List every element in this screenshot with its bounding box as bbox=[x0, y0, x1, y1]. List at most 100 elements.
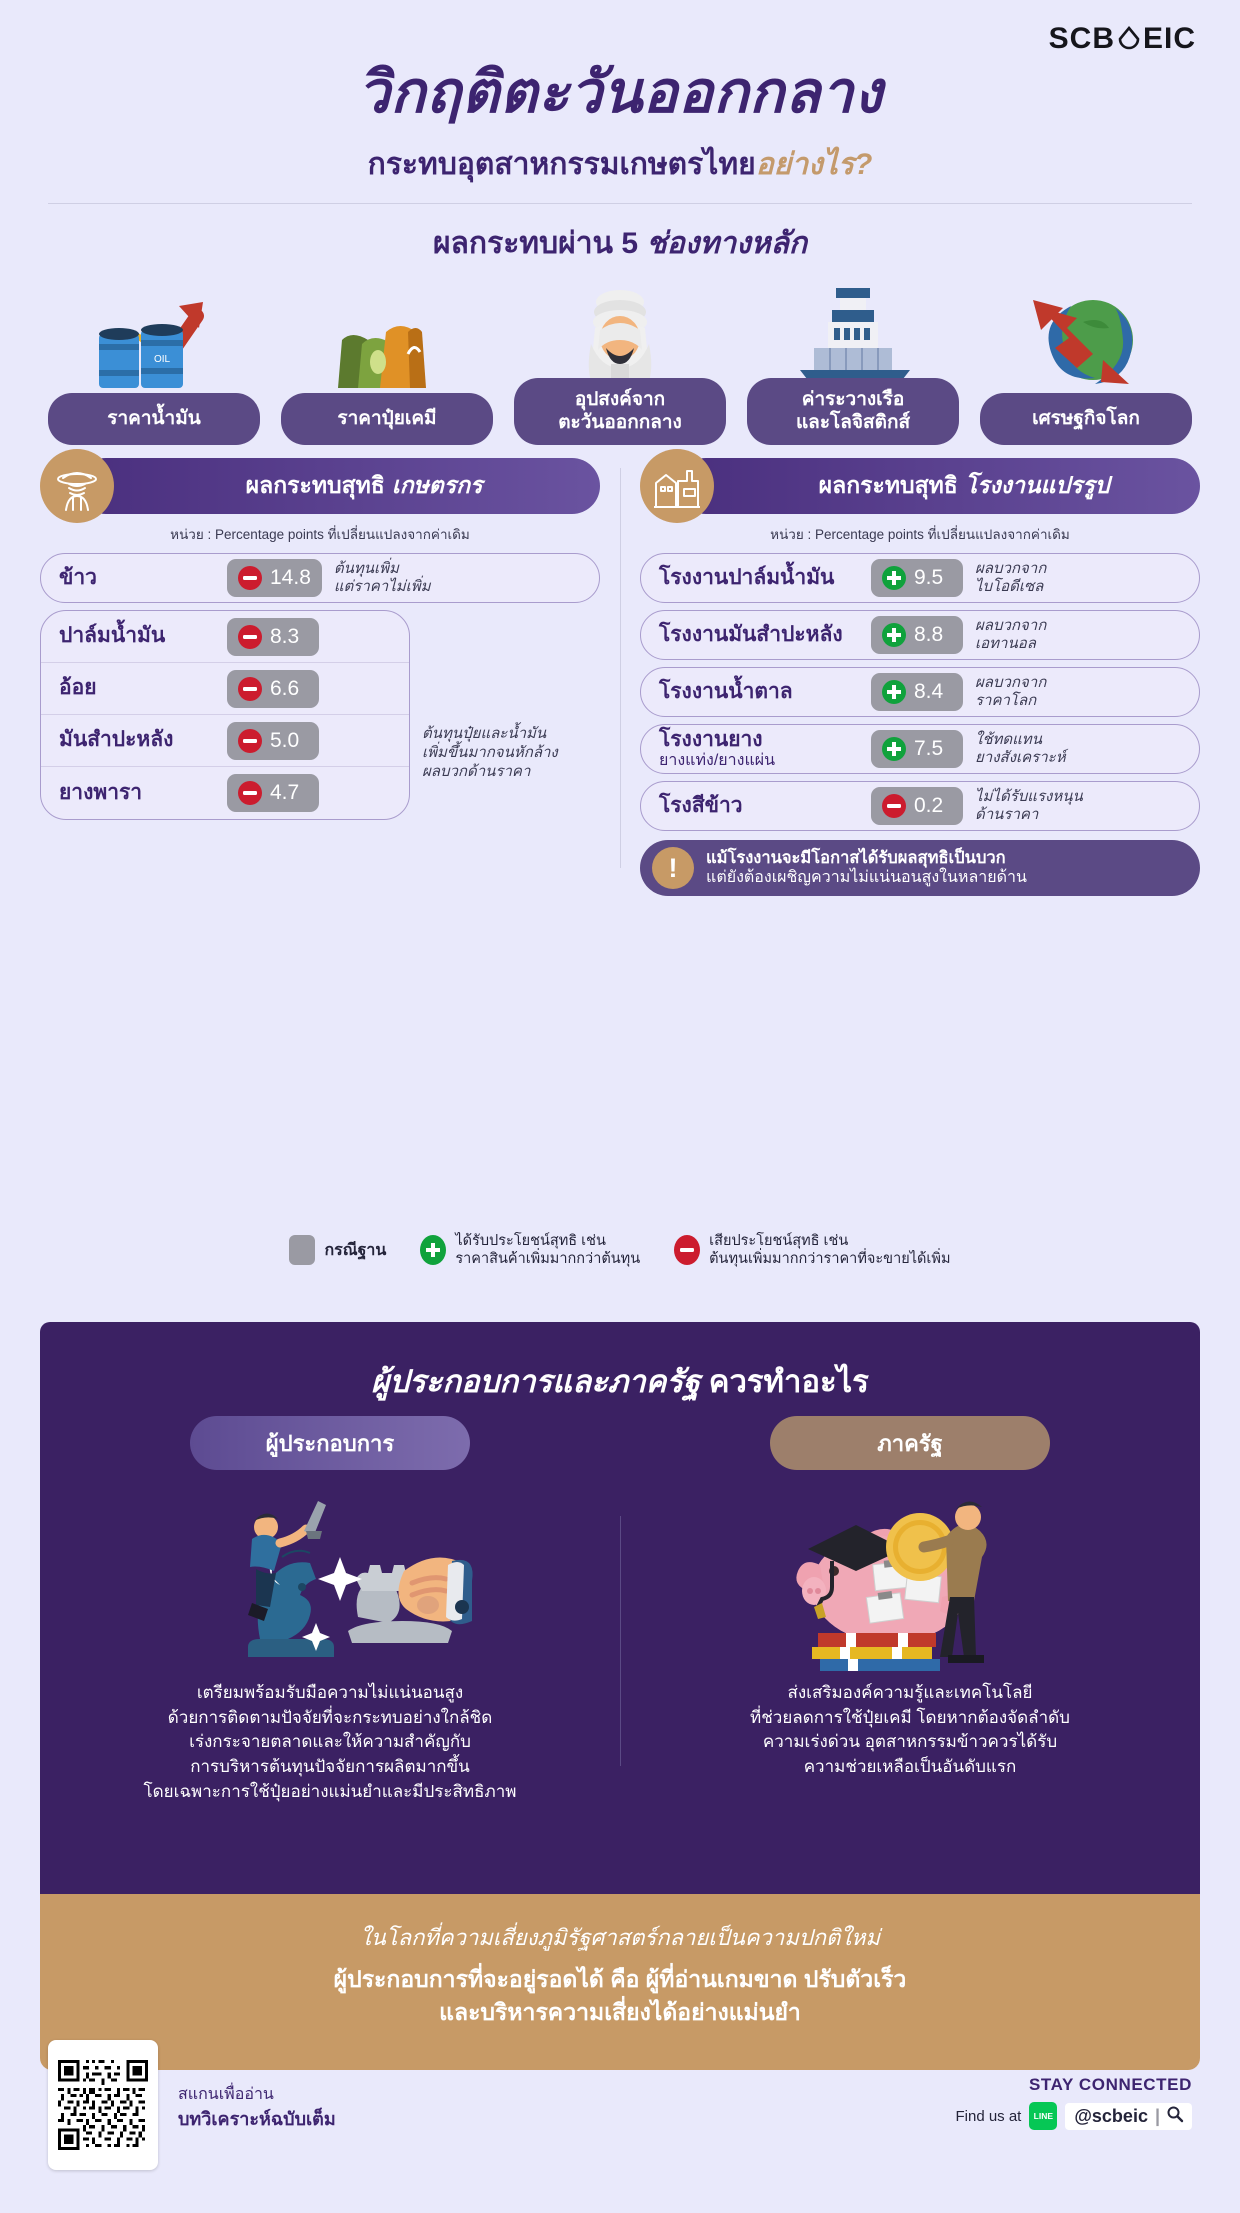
panel-farmer: ผลกระทบสุทธิ เกษตรกร bbox=[40, 449, 600, 827]
row-label: โรงสีข้าว bbox=[659, 793, 743, 817]
minus-circle-icon bbox=[238, 781, 262, 805]
row-note-line2: ไบโอดีเซล bbox=[975, 578, 1044, 595]
column-government-body: ส่งเสริมองค์ความรู้และเทคโนโลยี ที่ช่วยล… bbox=[750, 1681, 1070, 1780]
closing-line1: ในโลกที่ความเสี่ยงภูมิรัฐศาสตร์กลายเป็นค… bbox=[359, 1925, 881, 1950]
government-body-line4: ความช่วยเหลือเป็นอันดับแรก bbox=[803, 1756, 1017, 1776]
line-handle[interactable]: @scbeic | bbox=[1065, 2102, 1192, 2130]
business-body-line5: โดยเฉพาะการใช้ปุ๋ยอย่างแม่นยำและมีประสิท… bbox=[143, 1781, 517, 1801]
line-icon-label: LINE bbox=[1033, 2111, 1054, 2121]
plus-circle-icon bbox=[882, 566, 906, 590]
government-body-line3: ความเร่งด่วน อุตสาหกรรมข้าวควรได้รับ bbox=[762, 1732, 1058, 1752]
channel-label-line1: อุปสงค์จาก bbox=[574, 389, 666, 411]
svg-text:OIL: OIL bbox=[154, 354, 171, 365]
business-body-line1: เตรียมพร้อมรับมือความไม่แน่นอนสูง bbox=[196, 1683, 464, 1702]
value-text: 5.0 bbox=[270, 728, 300, 752]
row-note-line2: ยางสังเคราะห์ bbox=[975, 749, 1066, 766]
scan-line1: สแกนเพื่ออ่าน bbox=[178, 2086, 274, 2103]
group-note-line3: ผลบวกด้านราคา bbox=[422, 762, 531, 780]
scan-line2: บทวิเคราะห์ฉบับเต็ม bbox=[178, 2109, 336, 2130]
table-row[interactable]: ปาล์มน้ำมัน 8.3 bbox=[41, 611, 409, 663]
factory-warning-banner: ! แม้โรงงานจะมีโอกาสได้รับผลสุทธิเป็นบวก… bbox=[640, 840, 1200, 896]
panels-divider bbox=[620, 468, 621, 868]
table-row[interactable]: โรงงานมันสำปะหลัง 8.8 ผลบวกจาก เอทานอล bbox=[640, 610, 1200, 660]
row-note-line1: ต้นทุนเพิ่ม bbox=[333, 559, 399, 577]
warning-line1: แม้โรงงานจะมีโอกาสได้รับผลสุทธิเป็นบวก bbox=[706, 848, 1006, 867]
minus-circle-icon bbox=[238, 624, 262, 649]
row-note: ผลบวกจาก เอทานอล bbox=[975, 617, 1046, 654]
qr-code-icon[interactable] bbox=[48, 2040, 158, 2170]
panel-factory-title-b: โรงงานแปรรูป bbox=[964, 472, 1110, 498]
channel-label: ค่าระวางเรือ และโลจิสติกส์ bbox=[747, 378, 959, 445]
row-note: ใช้ทดแทน ยางสังเคราะห์ bbox=[975, 731, 1066, 768]
group-note: ต้นทุนปุ๋ยและน้ำมัน เพิ่มขึ้นมากจนหักล้า… bbox=[422, 725, 558, 781]
row-note-line2: แต่ราคาไม่เพิ่ม bbox=[333, 578, 431, 595]
minus-circle-icon bbox=[238, 676, 262, 701]
group-note-line2: เพิ่มขึ้นมากจนหักล้าง bbox=[422, 743, 558, 761]
business-body-line4: การบริหารต้นทุนปัจจัยการผลิตมากขึ้น bbox=[190, 1756, 470, 1776]
panel-factory-title-a: ผลกระทบสุทธิ bbox=[818, 472, 958, 498]
channel-oil-price[interactable]: OIL ราคาน้ำมัน bbox=[48, 280, 260, 445]
row-note-line2: ราคาโลก bbox=[975, 692, 1037, 709]
legend-item-positive: ได้รับประโยชน์สุทธิ เช่น ราคาสินค้าเพิ่ม… bbox=[420, 1232, 640, 1268]
panel-factory-title: ผลกระทบสุทธิ โรงงานแปรรูป bbox=[678, 458, 1200, 514]
table-row[interactable]: มันสำปะหลัง 5.0 bbox=[41, 715, 409, 767]
channel-label: ราคาปุ๋ยเคมี bbox=[281, 393, 493, 445]
impact-panels: ผลกระทบสุทธิ เกษตรกร bbox=[40, 449, 1200, 896]
globe-down-arrow-icon bbox=[980, 280, 1192, 390]
exclamation-icon: ! bbox=[652, 847, 694, 889]
find-us-row: Find us at LINE @scbeic | bbox=[955, 2102, 1192, 2130]
chess-knight-hand-icon bbox=[190, 1484, 473, 1669]
subtitle-accent: อย่างไร? bbox=[755, 147, 873, 181]
table-row[interactable]: ข้าว 14.8 ต้นทุนเพิ่ม แต่ราคาไม่เพิ่ม bbox=[40, 553, 600, 603]
value-text: 0.2 bbox=[914, 794, 944, 817]
recommendations-title: ผู้ประกอบการและภาครัฐ ควรทำอะไร bbox=[40, 1322, 1200, 1406]
stay-connected-block: STAY CONNECTED Find us at LINE @scbeic | bbox=[955, 2075, 1192, 2130]
brand-text-eic: EIC bbox=[1142, 22, 1196, 55]
table-row[interactable]: โรงงานปาล์มน้ำมัน 9.5 ผลบวกจาก ไบโอดีเซล bbox=[640, 553, 1200, 603]
factory-warning-text: แม้โรงงานจะมีโอกาสได้รับผลสุทธิเป็นบวก แ… bbox=[706, 848, 1027, 888]
row-label: มันสำปะหลัง bbox=[59, 728, 174, 752]
channel-world-economy[interactable]: เศรษฐกิจโลก bbox=[980, 280, 1192, 445]
brand-text-scb: SCB bbox=[1048, 22, 1115, 55]
line-app-icon[interactable]: LINE bbox=[1029, 2102, 1058, 2130]
subtitle-main: กระทบอุตสาหกรรมเกษตรไทย bbox=[367, 147, 756, 181]
channel-label: ราคาน้ำมัน bbox=[48, 393, 260, 445]
channel-freight-logistics[interactable]: ค่าระวางเรือ และโลจิสติกส์ bbox=[747, 280, 959, 445]
government-body-line2: ที่ช่วยลดการใช้ปุ๋ยเคมี โดยหากต้องจัดลำด… bbox=[750, 1707, 1070, 1727]
table-row[interactable]: โรงงานยาง ยางแท่ง/ยางแผ่น 7.5 ใช้ทดแทน ย… bbox=[640, 724, 1200, 774]
table-row[interactable]: อ้อย 6.6 bbox=[41, 663, 409, 715]
channel-label-line2: และโลจิสติกส์ bbox=[795, 411, 911, 433]
table-row[interactable]: ยางพารา 4.7 bbox=[41, 767, 409, 819]
row-note-line1: ใช้ทดแทน bbox=[975, 730, 1042, 748]
column-business-body: เตรียมพร้อมรับมือความไม่แน่นอนสูง ด้วยกา… bbox=[144, 1681, 517, 1804]
row-note-line1: ผลบวกจาก bbox=[975, 616, 1047, 634]
base-case-swatch bbox=[289, 1235, 316, 1266]
row-note-line2: ด้านราคา bbox=[975, 806, 1039, 823]
plus-circle-icon bbox=[420, 1235, 447, 1266]
value-text: 9.5 bbox=[914, 566, 944, 589]
channel-middle-east-demand[interactable]: อุปสงค์จาก ตะวันออกกลาง bbox=[514, 280, 726, 445]
search-icon[interactable] bbox=[1167, 2106, 1184, 2127]
value-text: 8.8 bbox=[914, 623, 944, 646]
panel-factory-rows: โรงงานปาล์มน้ำมัน 9.5 ผลบวกจาก ไบโอดีเซล… bbox=[640, 553, 1200, 896]
channel-label: อุปสงค์จาก ตะวันออกกลาง bbox=[514, 378, 726, 445]
table-row[interactable]: โรงงานน้ำตาล 8.4 ผลบวกจาก ราคาโลก bbox=[640, 667, 1200, 717]
drop-logo-icon bbox=[1117, 25, 1141, 52]
closing-line2: ผู้ประกอบการที่จะอยู่รอดได้ คือ ผู้ที่อ่… bbox=[333, 1966, 907, 1992]
value-badge: 5.0 bbox=[227, 721, 319, 760]
row-label: ยางพารา bbox=[59, 780, 143, 804]
row-note-line1: ผลบวกจาก bbox=[975, 559, 1047, 577]
legend-line2: ต้นทุนเพิ่มมากกว่าราคาที่จะขายได้เพิ่ม bbox=[709, 1251, 951, 1268]
row-label: โรงงานยาง ยางแท่ง/ยางแผ่น bbox=[659, 728, 871, 769]
stay-connected-label: STAY CONNECTED bbox=[1028, 2075, 1192, 2094]
recommendations-title-a: ผู้ประกอบการและภาครัฐ bbox=[371, 1364, 701, 1399]
value-text: 7.5 bbox=[914, 737, 944, 760]
channels-row: OIL ราคาน้ำมัน ราคาปุ๋ยเคมี bbox=[48, 280, 1192, 445]
cargo-ship-icon bbox=[747, 280, 959, 390]
value-badge: 4.7 bbox=[227, 774, 319, 812]
plus-circle-icon bbox=[882, 680, 906, 704]
table-row[interactable]: โรงสีข้าว 0.2 ไม่ได้รับแรงหนุน ด้านราคา bbox=[640, 781, 1200, 831]
channel-fertilizer-price[interactable]: ราคาปุ๋ยเคมี bbox=[281, 280, 493, 445]
panel-factory: ผลกระทบสุทธิ โรงงานแปรรูป bbox=[640, 449, 1200, 896]
channels-section-title: ผลกระทบผ่าน 5 ช่องทางหลัก bbox=[0, 220, 1240, 267]
